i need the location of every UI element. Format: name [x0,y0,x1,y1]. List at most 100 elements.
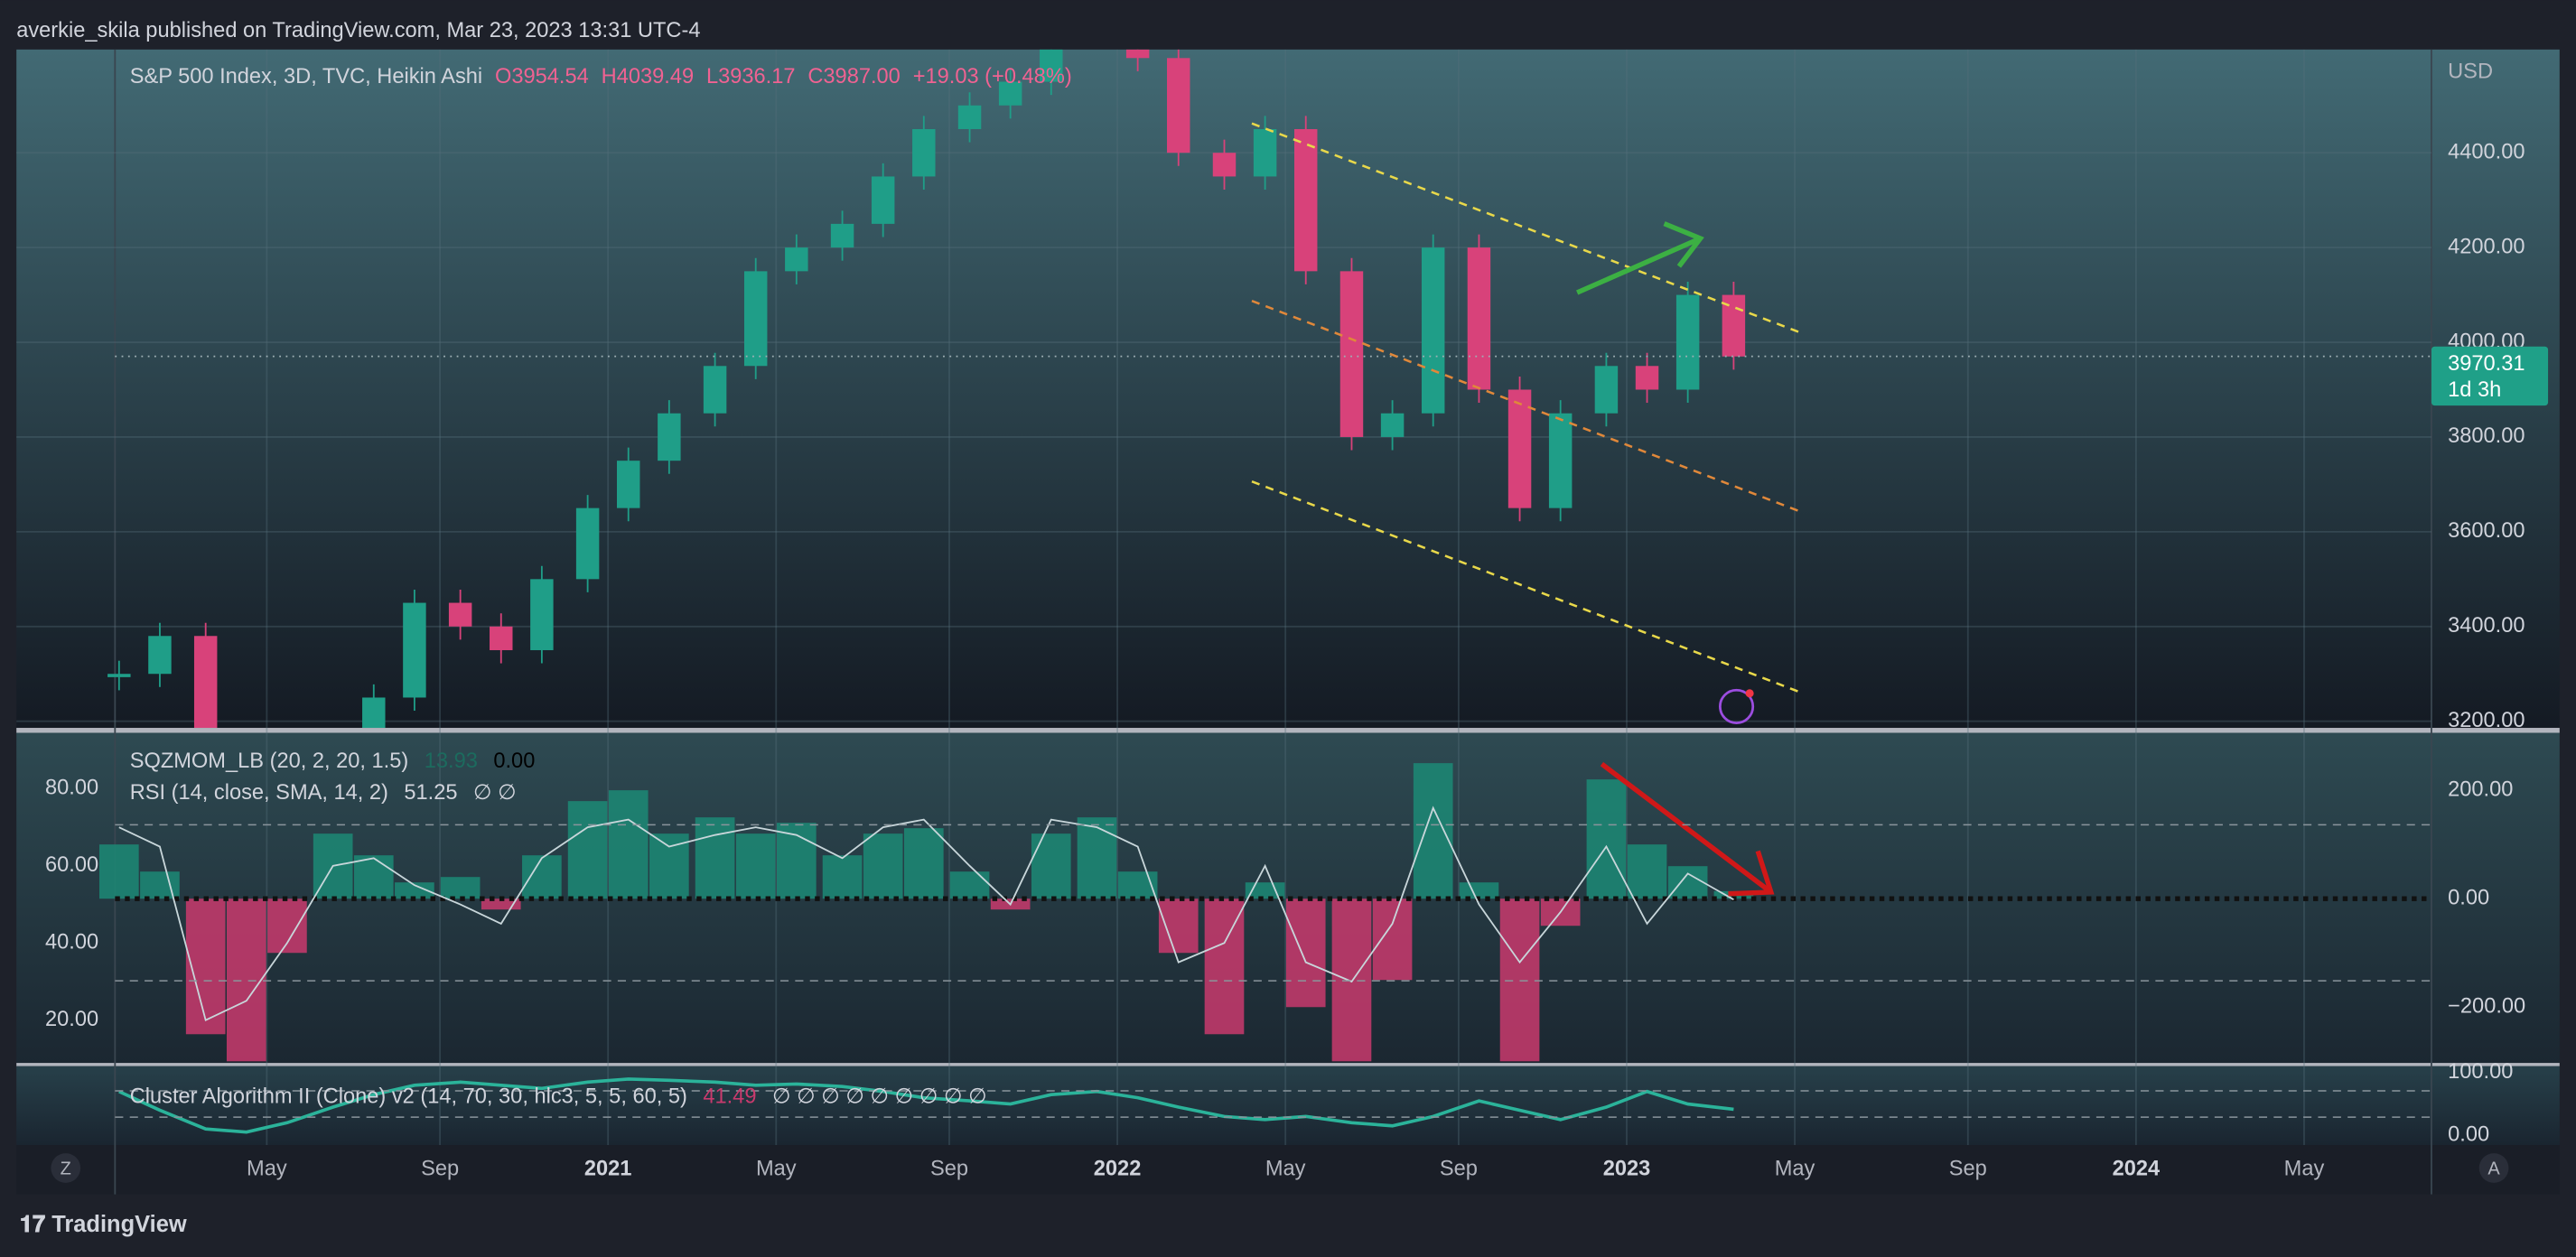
momentum-bar [735,833,776,899]
y-tick-label: 3600.00 [2448,519,2525,543]
indicator-value: 51.25 [404,781,457,805]
candle [1421,247,1445,414]
up-arrow [1576,221,1704,295]
candle [403,602,426,698]
ohlc: C3987.00 [807,65,900,88]
candle [1467,247,1491,390]
indicator-value: ∅ ∅ ∅ ∅ ∅ ∅ ∅ ∅ ∅ [772,1085,987,1109]
y-tick-label: 4200.00 [2448,235,2525,258]
price-tag [2431,346,2549,406]
y-tick-label: 3200.00 [2448,709,2525,732]
indicator-value: 13.93 [425,750,478,773]
candle [530,579,554,651]
y-tick-label: 3400.00 [2448,614,2525,638]
button-label[interactable]: A [2487,1159,2500,1179]
momentum-bar [1499,899,1540,1062]
arrow-head [1663,221,1704,268]
x-tick-label: May [756,1158,797,1181]
candle [1339,271,1364,437]
candle [1548,413,1573,508]
main-legend: S&P 500 Index, 3D, TVC, Heikin Ashi O395… [130,65,1072,88]
y-tick-label: 0.00 [2448,1122,2489,1146]
momentum-bar [1245,882,1285,899]
x-tick-label: May [1265,1158,1306,1181]
trend-channel [1251,122,1800,694]
button[interactable] [51,1153,81,1183]
price-tag-value: 3970.31 [2448,352,2525,376]
candle [830,223,854,248]
momentum-bar [185,899,226,1035]
x-tick-label: May [247,1158,287,1181]
x-tick-label: Sep [421,1158,459,1181]
y-tick-label: 60.00 [45,853,98,877]
logo-mark: 𝟏𝟕 [20,1212,51,1237]
candle [107,674,131,677]
momentum-bar [1077,817,1117,899]
momentum-bar [1667,866,1708,899]
x-tick-label: Sep [1440,1158,1478,1181]
candle [743,271,768,367]
momentum-bar [140,871,180,899]
candle [575,507,600,580]
candle [1594,366,1619,414]
x-tick-label: Sep [930,1158,968,1181]
footer-logo: 𝟏𝟕 TradingView [20,1212,187,1237]
candle [148,636,172,675]
y-tick-label: 4400.00 [2448,140,2525,163]
rsi-line [118,805,1734,1021]
indicator-name: RSI (14, close, SMA, 14, 2) [130,781,388,805]
momentum-bar [395,882,434,899]
x-tick-label: Sep [1949,1158,1987,1181]
down-arrow [1600,761,1775,897]
arrow-shaft [1600,761,1773,895]
candle [1507,389,1532,508]
candle [1125,49,1150,59]
alert-icon[interactable] [1719,688,1755,724]
separator [16,1063,2560,1066]
candle [617,461,640,508]
x-tick-label: 2021 [584,1158,632,1181]
rsi-bands [115,824,2431,1118]
momentum-bar [1586,779,1627,899]
x-tick-label: May [1775,1158,1815,1181]
momentum-bar [1459,882,1499,899]
momentum-bar [1204,899,1245,1035]
candles [107,49,1746,729]
candle [912,128,936,177]
candle [1293,128,1318,272]
momentum-bar [649,833,689,899]
x-tick-label: 2023 [1603,1158,1651,1181]
channel-bottom [1251,480,1800,694]
rsi-legend: RSI (14, close, SMA, 14, 2) 51.25 ∅ ∅ [130,781,517,805]
indicator-value: ∅ ∅ [473,781,517,805]
momentum-bar [608,790,649,899]
y-tick-label: 40.00 [45,931,98,954]
x-tick-label: 2022 [1094,1158,1142,1181]
candle [1040,49,1063,82]
sqz-legend: SQZMOM_LB (20, 2, 20, 1.5) 13.93 0.00 [130,750,536,773]
button[interactable] [2478,1153,2509,1183]
candle [785,247,808,272]
momentum-bar [695,817,735,899]
y-tick-label: 100.00 [2448,1060,2513,1084]
currency: USD [2448,61,2493,84]
main-pane [16,49,2560,729]
y-tick-label: 0.00 [2448,886,2489,909]
candle [1635,366,1659,390]
separator [16,728,2560,733]
button-label[interactable]: Z [61,1159,71,1179]
x-tick-label: May [2284,1158,2325,1181]
ohlc: H4039.49 [602,65,694,88]
momentum-bar [863,833,903,899]
candle [703,366,727,414]
candle [1167,58,1190,154]
momentum-bar [1627,844,1667,899]
y-tick-label: 20.00 [45,1008,98,1031]
cluster-pane [16,1066,2560,1146]
alert-dot [1745,689,1754,698]
ohlc: O3954.54 [495,65,589,88]
momentum-bar [353,855,394,899]
momentum-bar [99,844,139,899]
candle [1253,128,1277,177]
